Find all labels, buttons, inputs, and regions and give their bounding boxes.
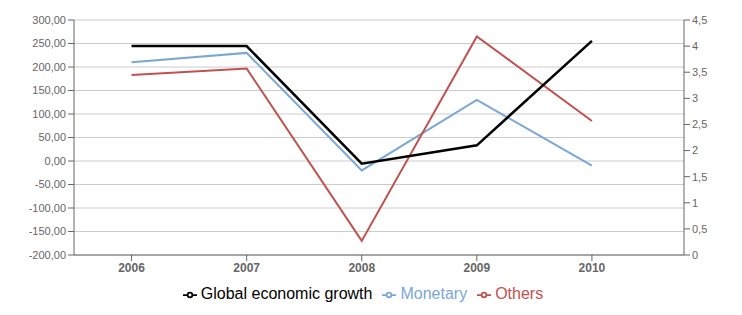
svg-text:250,00: 250,00 [32,37,66,49]
svg-text:2007: 2007 [233,261,260,275]
svg-text:0: 0 [692,249,698,261]
svg-text:300,00: 300,00 [32,14,66,26]
svg-text:0,00: 0,00 [45,155,66,167]
svg-text:200,00: 200,00 [32,61,66,73]
svg-text:3: 3 [692,92,698,104]
svg-text:-150,00: -150,00 [29,225,66,237]
html-text:Monetary: Monetary [400,285,468,302]
svg-text:3,5: 3,5 [692,66,707,78]
svg-text:150,00: 150,00 [32,84,66,96]
svg-text:-200,00: -200,00 [29,249,66,261]
svg-text:1,5: 1,5 [692,171,707,183]
html-text:Global economic growth: Global economic growth [200,285,373,302]
svg-text:100,00: 100,00 [32,108,66,120]
svg-text:2010: 2010 [579,261,606,275]
svg-text:2008: 2008 [348,261,375,275]
svg-text:2: 2 [692,144,698,156]
svg-text:1: 1 [692,197,698,209]
svg-text:2006: 2006 [118,261,145,275]
svg-text:-100,00: -100,00 [29,202,66,214]
svg-text:4,5: 4,5 [692,14,707,26]
svg-text:2009: 2009 [463,261,490,275]
svg-text:4: 4 [692,40,698,52]
svg-text:50,00: 50,00 [38,131,66,143]
svg-text:0,5: 0,5 [692,223,707,235]
svg-text:-50,00: -50,00 [35,178,66,190]
html-text:Others: Others [495,285,544,302]
svg-text:2,5: 2,5 [692,118,707,130]
